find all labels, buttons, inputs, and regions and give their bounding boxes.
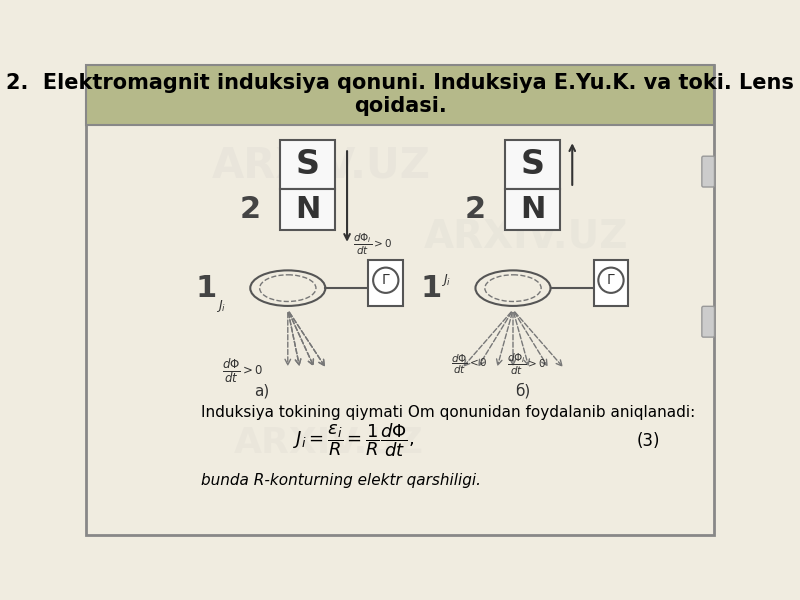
Text: $\dfrac{d\Phi_i}{dt} > 0$: $\dfrac{d\Phi_i}{dt} > 0$ xyxy=(506,352,546,377)
Text: 1: 1 xyxy=(421,274,442,302)
Text: N: N xyxy=(295,196,320,224)
Text: 2: 2 xyxy=(465,194,486,224)
Text: ARXIV.UZ: ARXIV.UZ xyxy=(234,425,424,459)
Text: $\dfrac{d\Phi}{dt} < 0$: $\dfrac{d\Phi}{dt} < 0$ xyxy=(451,353,488,376)
Text: Induksiya tokining qiymati Om qonunidan foydalanib aniqlanadi:: Induksiya tokining qiymati Om qonunidan … xyxy=(201,406,695,421)
Text: ARXIV.UZ: ARXIV.UZ xyxy=(424,218,629,256)
Bar xyxy=(505,190,561,230)
Bar xyxy=(280,140,335,190)
Circle shape xyxy=(598,268,624,293)
Text: $J_i$: $J_i$ xyxy=(441,272,451,288)
Text: $J_i = \dfrac{\varepsilon_i}{R} = \dfrac{1}{R}\dfrac{d\Phi}{dt},$: $J_i = \dfrac{\varepsilon_i}{R} = \dfrac… xyxy=(294,422,414,460)
Bar xyxy=(280,190,335,230)
Text: б): б) xyxy=(515,383,530,398)
Text: a): a) xyxy=(254,383,270,398)
FancyBboxPatch shape xyxy=(702,307,714,337)
Text: ARXIV.UZ: ARXIV.UZ xyxy=(211,145,430,187)
Text: $\dfrac{d\Phi}{dt} > 0$: $\dfrac{d\Phi}{dt} > 0$ xyxy=(222,357,263,385)
Circle shape xyxy=(373,268,398,293)
Bar xyxy=(368,260,403,307)
Text: $\dfrac{d\Phi_i}{dt} > 0$: $\dfrac{d\Phi_i}{dt} > 0$ xyxy=(354,232,393,257)
Text: (3): (3) xyxy=(637,431,661,449)
Text: bunda R-konturning elektr qarshiligi.: bunda R-konturning elektr qarshiligi. xyxy=(201,473,481,488)
Bar xyxy=(86,65,714,125)
Text: N: N xyxy=(520,196,546,224)
Text: Г: Г xyxy=(606,273,615,287)
Text: 2.  Elektromagnit induksiya qonuni. Induksiya E.Yu.K. va toki. Lens: 2. Elektromagnit induksiya qonuni. Induk… xyxy=(6,73,794,94)
Text: 2: 2 xyxy=(239,194,261,224)
Bar xyxy=(505,140,561,190)
Text: S: S xyxy=(521,148,545,181)
Bar xyxy=(594,260,628,307)
Text: qoidasi.: qoidasi. xyxy=(354,97,446,116)
Text: $J_i$: $J_i$ xyxy=(215,298,226,314)
FancyBboxPatch shape xyxy=(702,156,714,187)
Text: Г: Г xyxy=(382,273,390,287)
Text: S: S xyxy=(295,148,319,181)
Text: 1: 1 xyxy=(196,274,217,302)
